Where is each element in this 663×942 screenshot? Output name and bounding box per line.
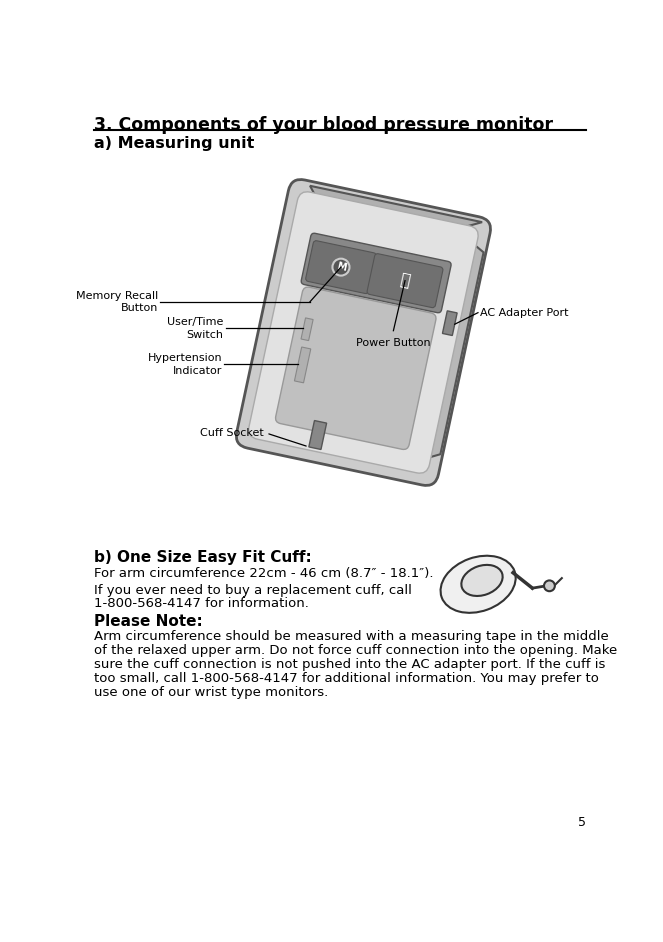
- Text: Arm circumference should be measured with a measuring tape in the middle: Arm circumference should be measured wit…: [93, 630, 609, 643]
- Text: Power Button: Power Button: [356, 338, 431, 349]
- Polygon shape: [294, 347, 311, 382]
- FancyBboxPatch shape: [276, 287, 436, 449]
- Text: use one of our wrist type monitors.: use one of our wrist type monitors.: [93, 686, 328, 699]
- Text: Cuff Socket: Cuff Socket: [200, 428, 264, 438]
- Ellipse shape: [461, 565, 503, 596]
- Text: a) Measuring unit: a) Measuring unit: [93, 137, 254, 151]
- FancyBboxPatch shape: [367, 253, 443, 308]
- Text: of the relaxed upper arm. Do not force cuff connection into the opening. Make: of the relaxed upper arm. Do not force c…: [93, 644, 617, 658]
- Text: sure the cuff connection is not pushed into the AC adapter port. If the cuff is: sure the cuff connection is not pushed i…: [93, 658, 605, 672]
- Text: User/Time
Switch: User/Time Switch: [167, 317, 223, 340]
- FancyBboxPatch shape: [236, 180, 491, 485]
- Text: For arm circumference 22cm - 46 cm (8.7″ - 18.1″).: For arm circumference 22cm - 46 cm (8.7″…: [93, 566, 433, 579]
- Text: Hypertension
Indicator: Hypertension Indicator: [147, 353, 222, 376]
- Polygon shape: [310, 186, 482, 228]
- Circle shape: [332, 259, 349, 276]
- Text: 1-800-568-4147 for information.: 1-800-568-4147 for information.: [93, 597, 308, 610]
- Text: 3. Components of your blood pressure monitor: 3. Components of your blood pressure mon…: [93, 116, 553, 134]
- Text: M: M: [335, 261, 347, 273]
- Text: ⏻: ⏻: [398, 270, 412, 290]
- FancyBboxPatch shape: [301, 234, 451, 313]
- FancyBboxPatch shape: [306, 240, 376, 294]
- Text: AC Adapter Port: AC Adapter Port: [480, 308, 569, 317]
- Polygon shape: [442, 311, 457, 335]
- Polygon shape: [301, 317, 313, 341]
- Text: too small, call 1-800-568-4147 for additional information. You may prefer to: too small, call 1-800-568-4147 for addit…: [93, 672, 599, 685]
- Circle shape: [544, 580, 555, 592]
- Text: If you ever need to buy a replacement cuff, call: If you ever need to buy a replacement cu…: [93, 584, 412, 597]
- Text: 5: 5: [578, 816, 586, 829]
- Polygon shape: [309, 420, 327, 449]
- Text: Memory Recall
Button: Memory Recall Button: [76, 290, 158, 313]
- Text: b) One Size Easy Fit Cuff:: b) One Size Easy Fit Cuff:: [93, 550, 312, 565]
- FancyBboxPatch shape: [249, 192, 478, 473]
- Text: Please Note:: Please Note:: [93, 614, 202, 629]
- Polygon shape: [428, 244, 483, 458]
- Ellipse shape: [440, 556, 516, 613]
